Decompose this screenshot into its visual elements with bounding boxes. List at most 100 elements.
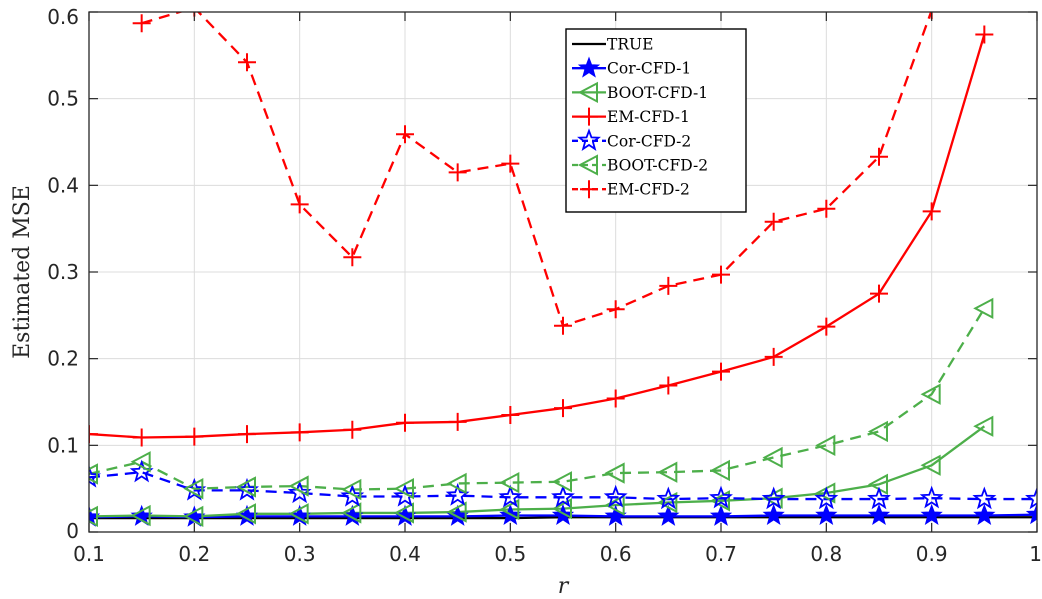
legend-label-em-cfd-2: EM-CFD-2	[607, 181, 690, 199]
data-point-em-cfd-2	[870, 147, 888, 166]
x-tick-label: 0.6	[600, 542, 632, 566]
data-point-boot-cfd-2	[393, 478, 414, 500]
y-tick-label: 0.6	[47, 5, 79, 29]
x-tick-label: 1	[1029, 542, 1042, 566]
x-tick-label: 0.1	[73, 542, 105, 566]
data-point-cor-cfd-2	[1025, 486, 1037, 510]
data-point-em-cfd-2	[764, 212, 783, 231]
data-point-em-cfd-1	[290, 423, 309, 442]
data-point-em-cfd-1	[132, 428, 151, 447]
data-point-cor-cfd-1	[920, 503, 943, 526]
data-point-boot-cfd-2	[709, 459, 730, 482]
x-tick-labels: 0.1 0.2 0.3 0.4 0.5 0.6 0.7 0.8 0.9 1	[73, 542, 1042, 566]
data-point-em-cfd-1	[606, 389, 625, 408]
y-tick-label: 0.1	[47, 433, 79, 457]
x-tick-label: 0.3	[284, 542, 316, 566]
y-tick-label: 0	[66, 519, 79, 543]
data-point-cor-cfd-1	[709, 504, 733, 526]
data-point-boot-cfd-1	[89, 505, 98, 528]
marker-layer	[89, 12, 1037, 528]
data-point-cor-cfd-2	[919, 485, 944, 509]
data-point-em-cfd-2	[501, 154, 520, 173]
legend-label-boot-cfd-1: BOOT-CFD-1	[607, 84, 708, 102]
data-point-boot-cfd-1	[920, 454, 941, 476]
data-point-boot-cfd-2	[89, 463, 98, 485]
x-tick-label: 0.8	[810, 542, 842, 566]
data-point-cor-cfd-1	[815, 503, 838, 526]
data-point-boot-cfd-2	[867, 420, 888, 443]
data-point-em-cfd-2	[343, 248, 362, 267]
legend: TRUE Cor-CFD-1 BOOT-CFD-1 EM-CFD-1 Cor-CFD-2…	[565, 28, 747, 213]
data-point-cor-cfd-1	[973, 503, 996, 526]
data-point-em-cfd-2	[817, 199, 836, 218]
data-point-boot-cfd-2	[341, 478, 362, 501]
data-point-em-cfd-1	[870, 284, 888, 303]
data-point-em-cfd-1	[712, 362, 730, 381]
x-tick-label: 0.9	[916, 542, 948, 566]
data-point-em-cfd-1	[185, 427, 204, 446]
data-point-em-cfd-2	[396, 125, 414, 144]
x-tick-label: 0.5	[494, 542, 526, 566]
data-point-cor-cfd-2	[603, 484, 628, 508]
y-tick-label: 0.2	[47, 347, 79, 371]
y-tick-labels: 0 0.1 0.2 0.3 0.4 0.5 0.6	[47, 5, 79, 543]
data-point-em-cfd-2	[606, 300, 625, 319]
data-point-cor-cfd-2	[814, 486, 839, 510]
x-tick-label: 0.7	[705, 542, 737, 566]
data-point-em-cfd-1	[817, 317, 836, 336]
data-point-em-cfd-2	[238, 53, 256, 72]
data-point-boot-cfd-1	[709, 490, 730, 512]
data-point-em-cfd-2	[132, 14, 151, 33]
data-point-cor-cfd-1	[1025, 502, 1037, 525]
data-point-em-cfd-1	[922, 202, 941, 221]
data-point-em-cfd-2	[554, 316, 572, 335]
data-point-boot-cfd-1	[446, 501, 467, 523]
data-point-boot-cfd-2	[183, 478, 204, 500]
series-line-em-cfd-2	[141, 12, 933, 327]
data-point-em-cfd-1	[975, 25, 994, 44]
data-point-boot-cfd-1	[657, 491, 678, 514]
data-point-boot-cfd-2	[973, 297, 994, 320]
data-point-cor-cfd-2	[709, 485, 733, 509]
data-point-em-cfd-2	[659, 276, 678, 295]
y-axis-label: Estimated MSE	[10, 185, 35, 359]
data-point-cor-cfd-2	[551, 484, 575, 508]
legend-marker-em-cfd-1	[580, 107, 598, 126]
data-point-em-cfd-1	[343, 420, 362, 439]
legend-label-boot-cfd-2: BOOT-CFD-2	[607, 157, 708, 175]
data-point-boot-cfd-1	[973, 415, 994, 437]
y-tick-label: 0.4	[47, 173, 79, 197]
data-point-cor-cfd-1	[657, 504, 680, 526]
legend-box	[565, 28, 747, 213]
data-point-boot-cfd-2	[130, 451, 151, 473]
data-point-boot-cfd-2	[762, 446, 783, 469]
data-point-cor-cfd-2	[761, 486, 786, 510]
data-point-boot-cfd-2	[604, 462, 625, 484]
data-point-boot-cfd-2	[920, 383, 941, 405]
y-tick-label: 0.3	[47, 260, 79, 284]
data-point-boot-cfd-2	[446, 472, 467, 495]
legend-marker-cor-cfd-1	[577, 56, 601, 78]
data-point-em-cfd-1	[501, 406, 520, 424]
data-point-em-cfd-2	[712, 265, 730, 284]
data-point-cor-cfd-2	[498, 484, 523, 508]
legend-label-cor-cfd-1: Cor-CFD-1	[607, 60, 691, 78]
legend-marker-boot-cfd-1	[577, 81, 598, 104]
legend-marker-em-cfd-2	[580, 180, 598, 199]
data-point-boot-cfd-2	[288, 475, 309, 497]
data-point-boot-cfd-1	[604, 494, 625, 516]
data-point-boot-cfd-1	[499, 498, 520, 521]
x-tick-label: 0.4	[389, 542, 421, 566]
data-point-boot-cfd-1	[551, 497, 572, 520]
data-point-em-cfd-1	[659, 376, 678, 395]
data-point-cor-cfd-2	[972, 486, 997, 510]
data-point-boot-cfd-1	[183, 505, 204, 528]
data-point-em-cfd-1	[448, 412, 467, 431]
data-point-em-cfd-2	[290, 195, 309, 214]
legend-marker-boot-cfd-2	[577, 154, 598, 176]
data-point-boot-cfd-2	[657, 461, 678, 483]
legend-label-cor-cfd-2: Cor-CFD-2	[607, 132, 691, 150]
series-line-cor-cfd-2	[89, 471, 1037, 501]
data-point-boot-cfd-1	[341, 502, 362, 524]
